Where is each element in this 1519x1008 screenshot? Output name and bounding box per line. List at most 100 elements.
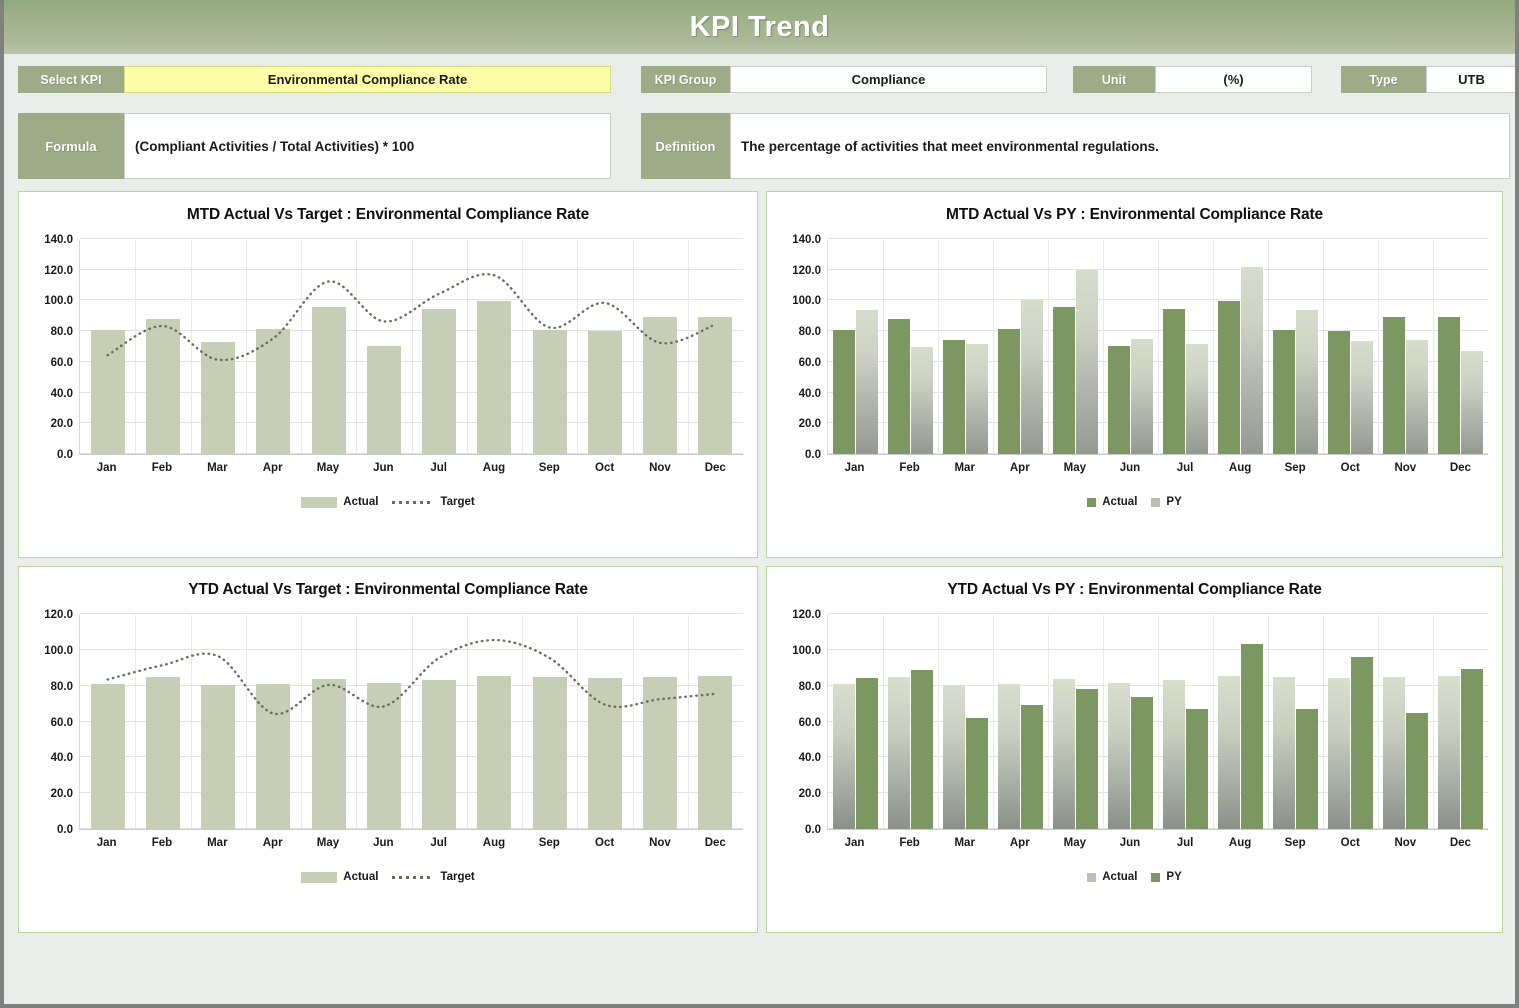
bar-py [1131,697,1153,829]
type-value: UTB [1426,66,1515,93]
legend-item-actual[interactable]: Actual [301,871,378,883]
gridline-vertical [938,615,939,829]
x-axis-tick: Aug [1228,837,1252,849]
select-kpi-label: Select KPI [18,66,124,93]
legend-item-actual[interactable]: Actual [301,496,378,508]
bar-actual [833,683,855,829]
y-axis: 0.0 20.0 40.0 60.0 80.0 100.0 120.0 [19,599,79,836]
bar-group [1268,240,1323,454]
bar-py [1351,341,1373,454]
bar-actual [477,301,512,454]
bar-group [883,615,938,829]
chart-legend: Actual Target [19,496,757,508]
legend-swatch [301,496,338,508]
bar-series-container [80,240,743,454]
gridline-vertical [938,240,939,454]
bar-py [1076,269,1098,454]
bar-actual [256,328,291,454]
bar-py [1131,338,1153,454]
bar-group [412,615,467,829]
x-axis-tick: Apr [1009,837,1030,849]
bar-group [301,240,356,454]
y-axis-tick: 100.0 [44,295,73,308]
gridline-vertical [1433,615,1434,829]
bar-actual [1438,316,1460,454]
select-kpi-field[interactable]: Select KPI Environmental Compliance Rate [18,66,611,93]
gridline-vertical [190,240,192,454]
bar-py [1021,705,1043,829]
x-axis-tick: May [1063,462,1087,474]
legend-label: Target [440,496,475,508]
x-axis-tick: May [316,462,340,474]
y-axis: 0.0 20.0 40.0 60.0 80.0 100.0 120.0 140.0 [767,224,827,461]
chart-legend: Actual PY [767,871,1502,883]
bar-actual [1108,682,1130,829]
bar-group [135,240,190,454]
gridline-vertical [687,615,689,829]
bar-actual [477,675,512,829]
y-axis-tick: 60.0 [50,356,73,369]
x-axis-tick: Mar [207,462,228,474]
bar-group [80,615,135,829]
legend-item-py[interactable]: PY [1151,496,1182,508]
x-axis-tick: May [316,837,340,849]
gridline-vertical [1378,615,1379,829]
x-axis-tick: Aug [482,837,506,849]
bar-actual [943,684,965,829]
gridline-vertical [993,615,994,829]
bar-group [467,240,522,454]
bar-py [1351,657,1373,829]
kpi-header-row-top: Select KPI Environmental Compliance Rate… [18,66,1515,94]
bar-group [1378,615,1433,829]
bar-py [1461,668,1483,829]
bar-group [191,615,246,829]
x-axis-labels: Jan Feb Mar Apr May Jun Jul Aug Sep Oct Nov Dec [79,837,743,849]
bar-group [356,240,411,454]
gridline-horizontal [80,613,743,614]
bar-actual [90,329,125,454]
legend-item-py[interactable]: PY [1151,871,1182,883]
bar-actual [201,684,236,829]
bar-group [246,240,301,454]
x-axis-tick: Mar [954,837,975,849]
chart-title: MTD Actual Vs Target : Environmental Com… [186,206,590,223]
bar-actual [1053,679,1075,829]
bar-actual [998,683,1020,829]
bar-actual [145,676,180,829]
x-axis-tick: Sep [1284,462,1306,474]
bar-series-container [80,615,743,829]
gridline-vertical [632,240,634,454]
x-axis-labels: Jan Feb Mar Apr May Jun Jul Aug Sep Oct Nov Dec [79,462,743,474]
bar-actual [698,317,733,454]
plot-grid [827,613,1488,830]
x-axis-tick: Oct [595,837,615,849]
bar-actual [90,683,125,829]
bar-group [938,615,993,829]
x-axis-tick: Dec [704,462,726,474]
x-axis-tick: Jun [1119,462,1141,474]
gridline-vertical [1323,240,1324,454]
chart-title: YTD Actual Vs PY : Environmental Complia… [947,581,1322,598]
gridline-vertical [135,240,137,454]
legend-item-actual[interactable]: Actual [1087,871,1137,883]
y-axis-tick: 0.0 [805,824,821,836]
gridline-vertical [1158,615,1159,829]
bar-actual [1328,677,1350,829]
bar-group [1213,615,1268,829]
legend-item-actual[interactable]: Actual [1087,496,1137,508]
bar-group [577,615,632,829]
gridline-vertical [356,615,358,829]
select-kpi-value[interactable]: Environmental Compliance Rate [124,66,611,93]
gridline-vertical [411,240,413,454]
x-axis-tick: Jun [373,837,394,849]
bar-py [1461,351,1483,454]
legend-item-target[interactable]: Target [392,871,475,883]
target-line [106,638,717,716]
bar-actual [1273,676,1295,829]
type-label: Type [1341,66,1426,93]
bar-py [1406,340,1428,454]
bar-py [966,717,988,829]
bar-actual [311,306,346,454]
legend-item-target[interactable]: Target [392,496,475,508]
bar-group [412,240,467,454]
